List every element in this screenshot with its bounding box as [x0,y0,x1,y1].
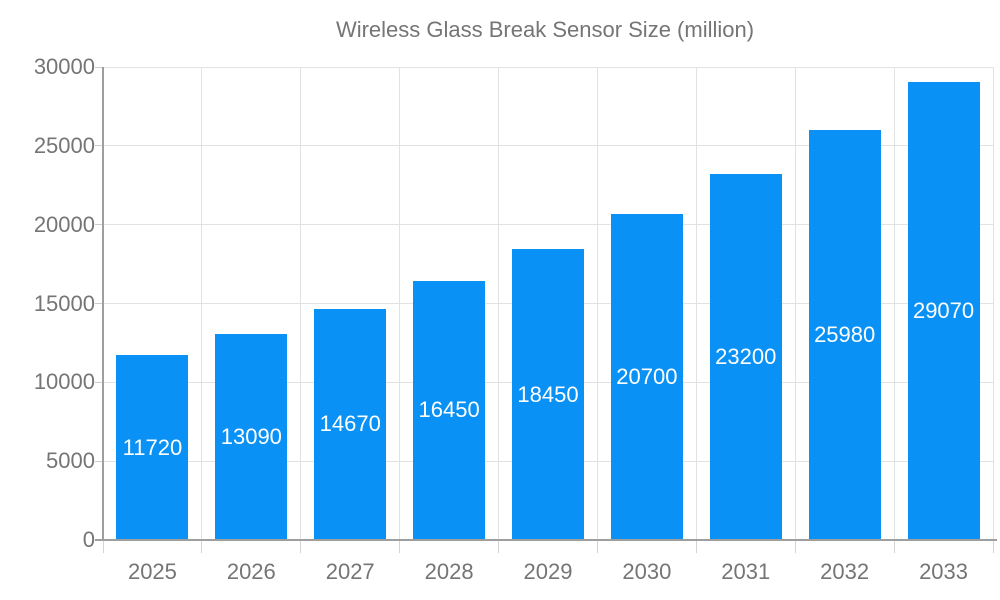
y-axis-tick [95,460,103,462]
y-axis-label: 20000 [33,211,95,237]
x-axis-tick [596,540,598,553]
legend-swatch [246,19,321,42]
x-axis-label: 2030 [622,559,672,584]
bar-value-label: 25980 [814,322,876,348]
y-axis-tick [95,381,103,383]
bar-value-label: 23200 [715,344,777,370]
x-gridline [300,67,302,540]
x-axis-label: 2026 [226,559,276,584]
y-gridline [103,224,993,226]
x-gridline [399,67,401,540]
x-axis-label: 2025 [127,559,177,584]
bar-value-label: 20700 [616,363,678,389]
x-axis-label: 2028 [424,559,474,584]
x-gridline [893,67,895,540]
x-axis-tick [992,540,994,553]
x-gridline [498,67,500,540]
bar-value-label: 29070 [912,297,975,323]
x-gridline [596,67,598,540]
y-gridline [103,145,993,147]
bar[interactable]: 29070 [907,81,980,540]
y-axis-tick [95,224,103,226]
legend-label: Wireless Glass Break Sensor Size (millio… [335,17,755,42]
y-axis-tick [95,145,103,147]
x-axis-label: 2031 [721,559,771,584]
y-axis-label: 10000 [33,369,95,395]
bar[interactable]: 18450 [512,249,584,540]
bar[interactable]: 11720 [116,355,189,540]
x-axis-label: 2033 [919,559,969,584]
x-axis-label: 2029 [523,559,573,584]
x-axis-tick [498,540,500,553]
x-axis-tick [893,540,895,553]
bar-value-label: 18450 [517,381,579,407]
x-axis-tick [794,540,796,553]
bar[interactable]: 23200 [709,174,782,540]
y-axis-label: 15000 [33,290,95,316]
bar-value-label: 14670 [319,411,381,437]
y-axis-label: 5000 [46,448,95,474]
x-axis-tick [102,540,104,553]
y-axis-label: 0 [82,527,95,552]
x-axis-tick [300,540,302,553]
x-gridline [695,67,697,540]
x-gridline [992,67,994,540]
y-axis-label: 30000 [33,54,95,79]
bar-value-label: 13090 [220,423,282,449]
y-axis-line [102,67,104,540]
bar-value-label: 16450 [418,397,480,423]
y-axis-tick [95,66,103,68]
bar[interactable]: 16450 [413,280,486,540]
x-axis-tick [399,540,401,553]
bar[interactable]: 25980 [808,130,881,540]
bar[interactable]: 20700 [610,213,683,540]
x-axis-tick [695,540,697,553]
x-axis-label: 2027 [325,559,375,584]
bar-value-label: 11720 [122,434,183,460]
y-axis-tick [95,303,103,304]
y-gridline [103,66,993,68]
bar[interactable]: 13090 [215,333,288,540]
x-axis-tick [201,540,203,553]
x-axis-line [95,539,997,541]
bar[interactable]: 14670 [314,308,387,540]
x-gridline [201,67,203,540]
x-axis-label: 2032 [820,559,870,584]
legend-item[interactable]: Wireless Glass Break Sensor Size (millio… [0,17,1000,43]
x-gridline [794,67,796,540]
y-axis-label: 25000 [33,132,95,158]
